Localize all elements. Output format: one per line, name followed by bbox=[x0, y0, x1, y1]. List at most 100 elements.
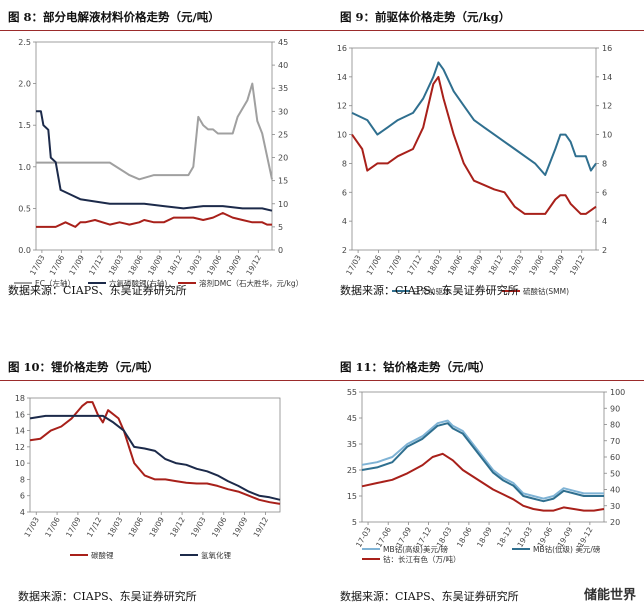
y-tick-label-right: 20 bbox=[278, 154, 288, 163]
chart-title: 图 11：钴价格走势（元/吨） bbox=[340, 360, 491, 374]
series-line-2 bbox=[29, 414, 281, 501]
x-tick-label: 18/06 bbox=[446, 253, 465, 276]
legend-label: MB钴(低级) 美元/磅 bbox=[533, 544, 601, 554]
y-tick-label-left: 25 bbox=[347, 466, 357, 475]
y-tick-label-left: 12 bbox=[337, 102, 347, 111]
x-tick-label: 18-06 bbox=[455, 525, 474, 549]
x-tick-label: 18/03 bbox=[426, 253, 445, 276]
y-tick-label-left: 35 bbox=[347, 440, 357, 449]
series-line-3 bbox=[361, 452, 605, 512]
x-tick-label: 17/12 bbox=[405, 253, 424, 276]
y-tick-label-right: 8 bbox=[602, 159, 607, 168]
y-tick-label-right: 45 bbox=[278, 38, 288, 47]
title-rule bbox=[322, 380, 644, 381]
y-tick-label-right: 40 bbox=[278, 61, 288, 70]
y-tick-label-right: 10 bbox=[602, 131, 612, 140]
y-tick-label-right: 5 bbox=[278, 223, 283, 232]
chart-panel-lithium: 图 10：锂价格走势（元/吨） 4 6 8 10 12 14 16 18 17/03 17/06 1… bbox=[0, 304, 322, 609]
chart-panel-cobalt: 图 11：钴价格走势（元/吨） 5 15 25 35 45 55 20 30 40 50 60 70 8… bbox=[322, 304, 644, 609]
legend-label: 氢氧化锂 bbox=[201, 550, 231, 560]
legend-label: 溶剂DMC（石大胜华，元/kg） bbox=[199, 278, 303, 288]
y-tick-label-left: 45 bbox=[347, 414, 357, 423]
y-tick-label-left: 0.0 bbox=[18, 246, 31, 255]
y-tick-label-right: 2 bbox=[602, 246, 607, 255]
source-note: 数据来源：CIAPS、东吴证券研究所 bbox=[340, 284, 519, 297]
y-tick-label-left: 16 bbox=[15, 410, 25, 419]
y-tick-label-left: 14 bbox=[337, 73, 347, 82]
x-tick-label: 17/12 bbox=[87, 253, 106, 276]
title-rule bbox=[322, 30, 644, 31]
y-tick-label-left: 10 bbox=[15, 459, 25, 468]
x-tick-label: 17/03 bbox=[22, 515, 41, 538]
x-tick-label: 18-09 bbox=[475, 525, 494, 549]
series-line-2 bbox=[36, 110, 273, 212]
legend-label: 六氟磷酸锂(右轴) bbox=[109, 278, 167, 288]
y-tick-label-left: 6 bbox=[20, 492, 25, 501]
y-tick-label-right: 10 bbox=[278, 200, 288, 209]
x-tick-label: 18/09 bbox=[146, 253, 165, 276]
y-tick-label-right: 15 bbox=[278, 177, 288, 186]
x-tick-label: 18/09 bbox=[147, 515, 166, 538]
legend-label: 钴：长江有色（万/吨） bbox=[383, 554, 461, 564]
y-tick-label-right: 14 bbox=[602, 73, 612, 82]
x-tick-label: 19/06 bbox=[210, 515, 229, 538]
x-tick-label: 17/06 bbox=[365, 253, 384, 276]
y-tick-label-left: 6 bbox=[342, 188, 347, 197]
x-tick-label: 17/12 bbox=[85, 515, 104, 538]
x-tick-label: 19/12 bbox=[252, 515, 271, 538]
y-tick-label-left: 18 bbox=[15, 394, 25, 403]
y-tick-label-left: 55 bbox=[347, 388, 357, 397]
y-tick-label-right: 0 bbox=[278, 246, 283, 255]
y-tick-label-right: 90 bbox=[610, 404, 620, 413]
chart-electrolyte: 0.0 0.5 1.0 1.5 2.0 2.5 0 5 10 15 20 25 30 35 40 45 17/0… bbox=[14, 38, 303, 288]
y-tick-label-right: 16 bbox=[602, 44, 612, 53]
x-tick-label: 17/06 bbox=[48, 253, 67, 276]
source-note: 数据来源：CIAPS、东吴证券研究所 bbox=[8, 284, 187, 297]
plot-frame bbox=[29, 397, 281, 513]
y-tick-label-left: 8 bbox=[20, 475, 25, 484]
y-tick-label-left: 5 bbox=[352, 518, 357, 527]
y-tick-label-right: 20 bbox=[610, 518, 620, 527]
y-tick-label-right: 12 bbox=[602, 102, 612, 111]
y-tick-label-right: 70 bbox=[610, 437, 620, 446]
title-rule bbox=[0, 380, 322, 381]
y-tick-label-left: 4 bbox=[20, 508, 25, 517]
y-tick-label-left: 2 bbox=[342, 246, 347, 255]
y-tick-label-left: 4 bbox=[342, 217, 347, 226]
x-tick-label: 18-12 bbox=[495, 525, 514, 549]
source-note: 数据来源：CIAPS、东吴证券研究所 bbox=[18, 590, 197, 603]
chart-panel-electrolyte: 图 8：部分电解液材料价格走势（元/吨） 0.0 0.5 1.0 1.5 2.0 2.5 0… bbox=[0, 0, 322, 304]
y-tick-label-right: 100 bbox=[610, 388, 625, 397]
x-tick-label: 18/09 bbox=[466, 253, 485, 276]
chart-title: 图 8：部分电解液材料价格走势（元/吨） bbox=[8, 10, 220, 24]
y-tick-label-left: 0.5 bbox=[18, 204, 31, 213]
legend-label: 三元前驱体 bbox=[413, 286, 451, 296]
x-tick-label: 19/12 bbox=[244, 253, 263, 276]
x-tick-label: 17/09 bbox=[64, 515, 83, 538]
y-tick-label-right: 60 bbox=[610, 453, 620, 462]
y-tick-label-right: 40 bbox=[610, 486, 620, 495]
y-tick-label-right: 80 bbox=[610, 421, 620, 430]
series-line-1 bbox=[29, 401, 281, 505]
series-line-2 bbox=[351, 75, 597, 215]
chart-title: 图 10：锂价格走势（元/吨） bbox=[8, 360, 159, 374]
x-tick-label: 17-03 bbox=[354, 525, 373, 549]
x-tick-label: 19/03 bbox=[189, 515, 208, 538]
legend-label: EC（左轴） bbox=[35, 278, 75, 288]
x-tick-label: 18/12 bbox=[487, 253, 506, 276]
series-line-1 bbox=[36, 82, 273, 181]
chart-title: 图 9：前驱体价格走势（元/kg） bbox=[340, 10, 511, 24]
x-tick-label: 19/12 bbox=[568, 253, 587, 276]
x-tick-label: 18/03 bbox=[107, 253, 126, 276]
x-tick-label: 17/03 bbox=[28, 253, 47, 276]
y-tick-label-left: 8 bbox=[342, 159, 347, 168]
series-line-2 bbox=[361, 422, 604, 503]
x-tick-label: 19-03 bbox=[515, 525, 534, 549]
y-tick-label-left: 12 bbox=[15, 443, 25, 452]
x-tick-label: 17/09 bbox=[67, 253, 86, 276]
y-tick-label-right: 25 bbox=[278, 130, 288, 139]
legend-label: 碳酸锂 bbox=[91, 550, 114, 560]
x-tick-label: 18/03 bbox=[106, 515, 125, 538]
